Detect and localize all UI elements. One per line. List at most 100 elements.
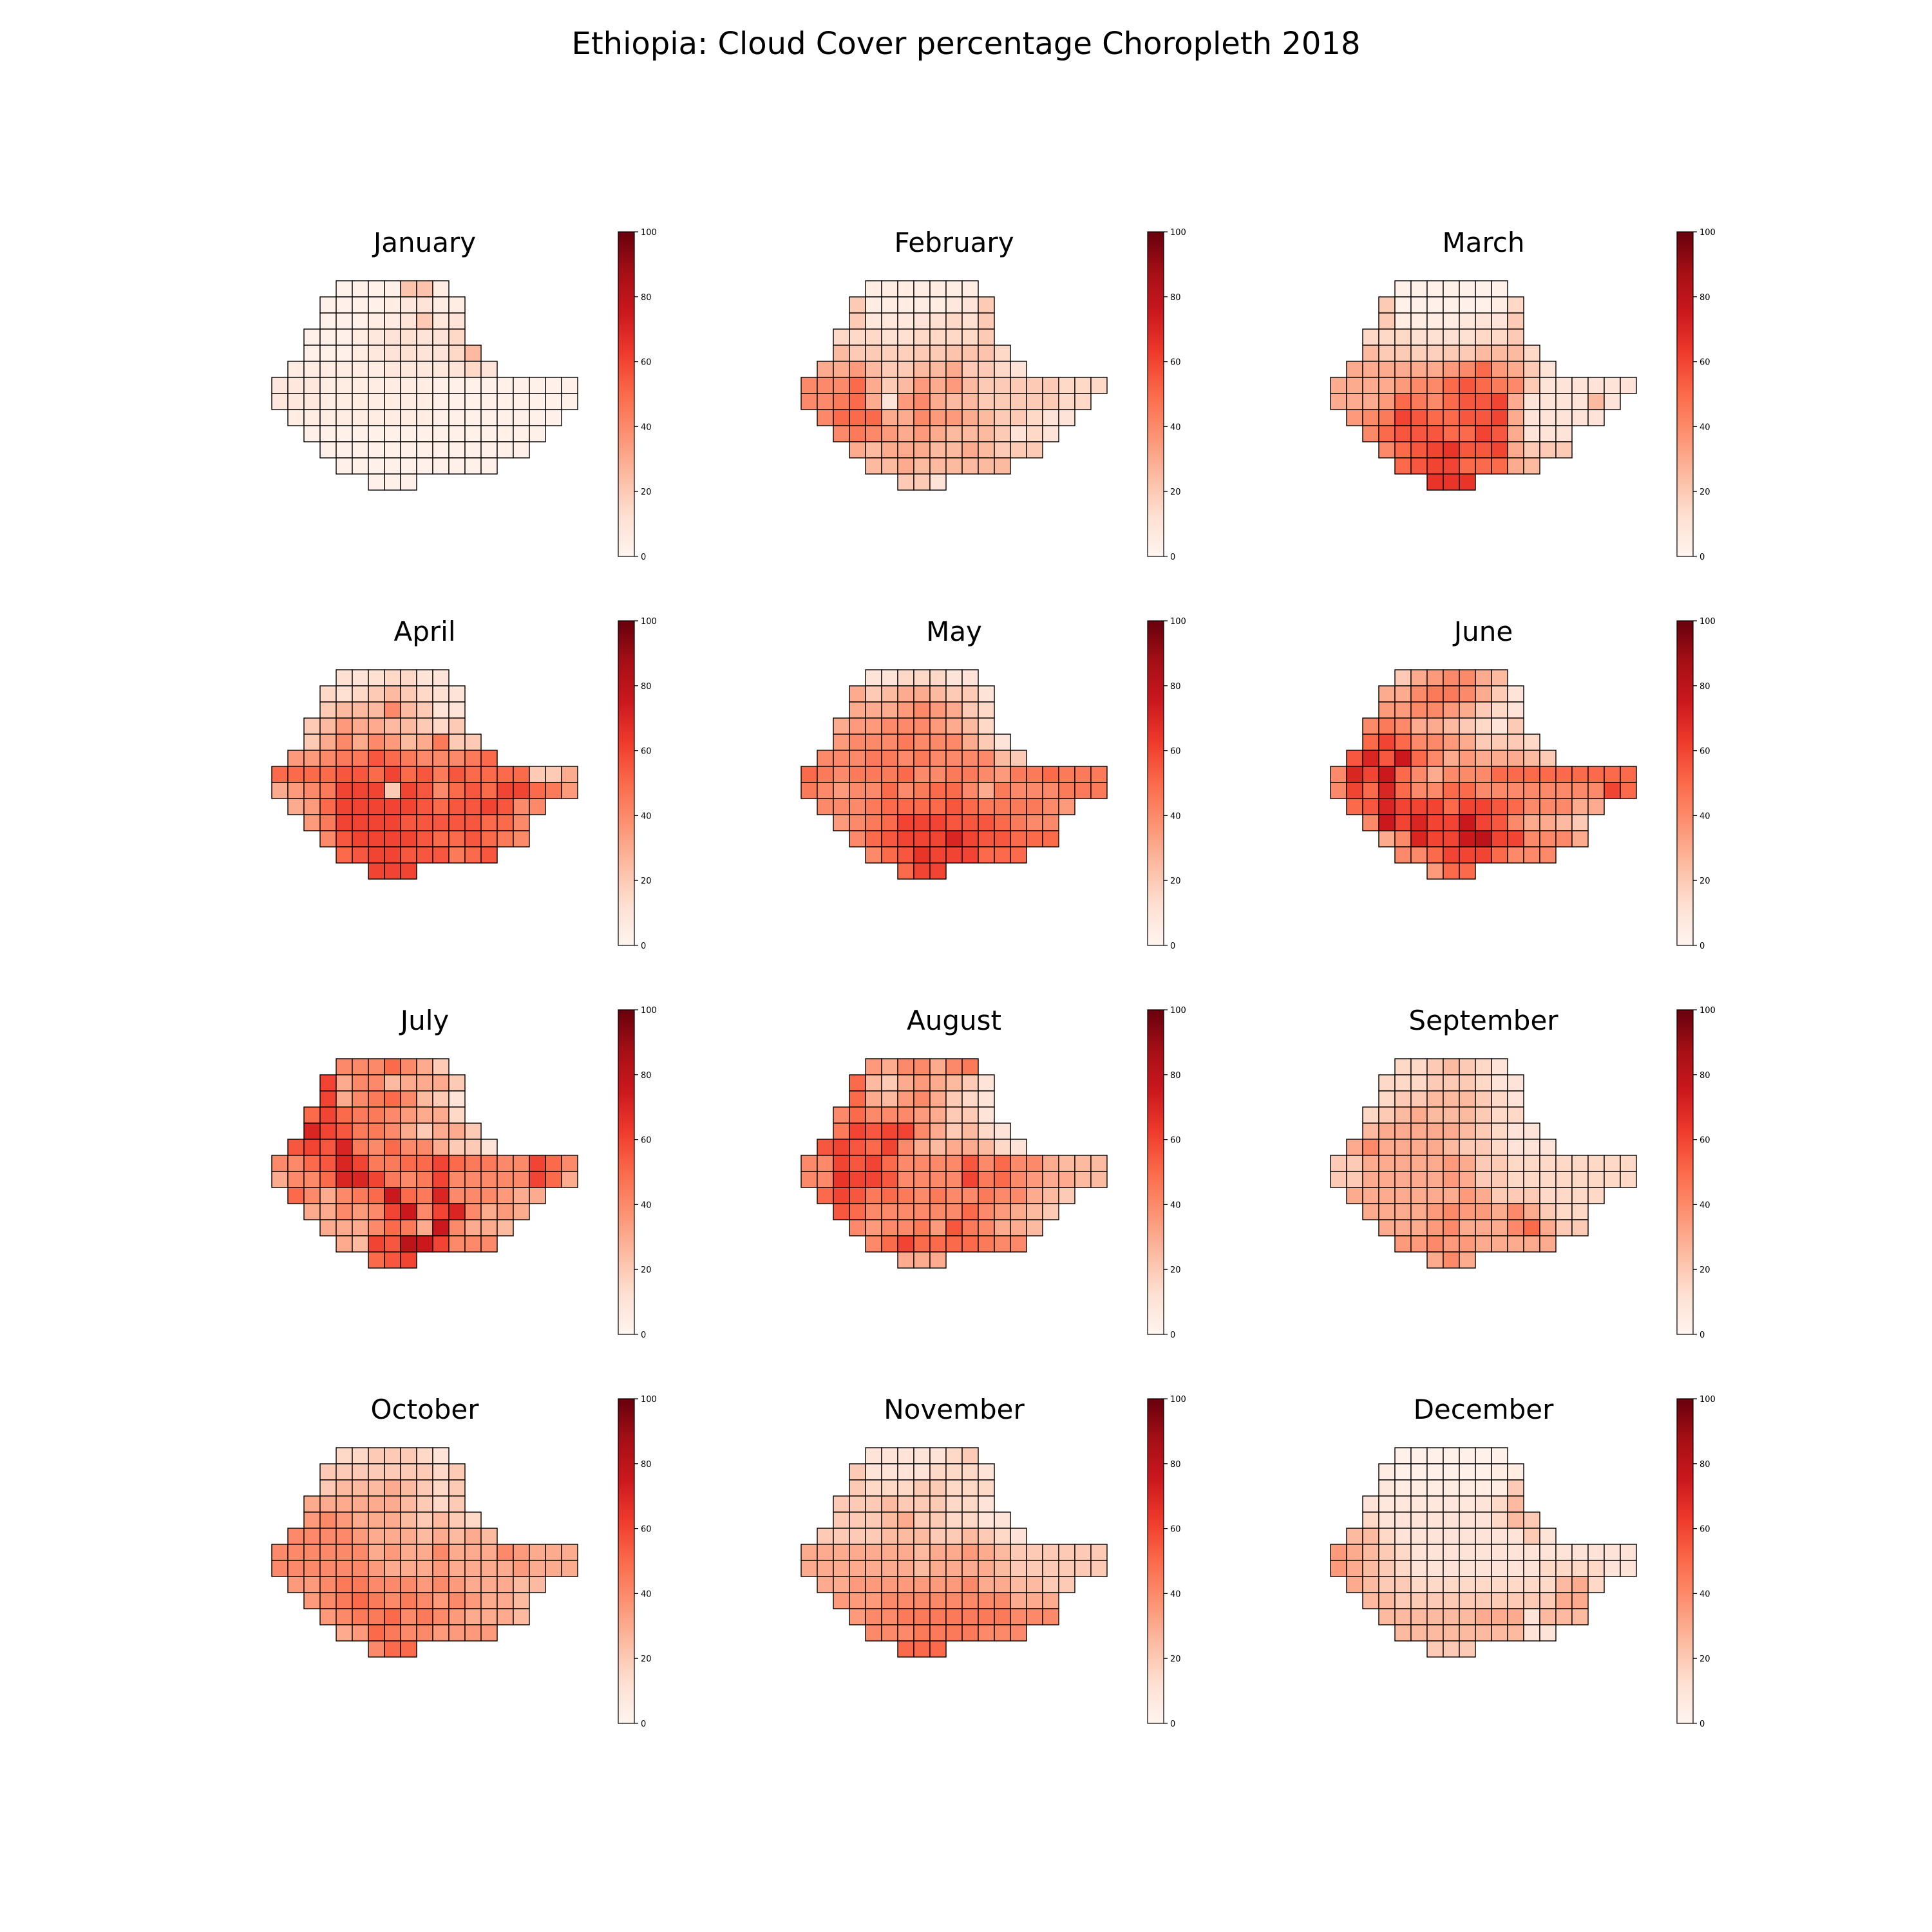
grid-cell xyxy=(881,425,898,442)
grid-cell xyxy=(400,1122,417,1140)
grid-cell xyxy=(432,1560,450,1577)
grid-cell xyxy=(1491,846,1508,864)
grid-cell xyxy=(1507,1479,1524,1497)
grid-cell xyxy=(800,1544,818,1561)
grid-cell xyxy=(1523,1155,1540,1172)
grid-cell xyxy=(352,425,369,442)
grid-cell xyxy=(368,1479,385,1497)
grid-cell xyxy=(448,1576,466,1593)
grid-cell xyxy=(1571,377,1589,394)
panel-title: February xyxy=(894,227,1014,258)
grid-cell xyxy=(271,1560,289,1577)
grid-cell xyxy=(400,441,417,459)
grid-cell xyxy=(1523,441,1540,459)
grid-cell xyxy=(929,1171,947,1188)
grid-cell xyxy=(913,1251,931,1269)
grid-cell xyxy=(1346,1528,1363,1545)
grid-cell xyxy=(400,701,417,719)
grid-cell xyxy=(1459,393,1476,410)
grid-cell xyxy=(1507,1139,1524,1156)
grid-cell xyxy=(432,1155,450,1172)
grid-cell xyxy=(271,782,289,799)
grid-cell xyxy=(561,377,578,394)
grid-cell xyxy=(1491,1495,1508,1513)
colorbar-tick-label: 0 xyxy=(1700,942,1705,951)
grid-cell xyxy=(1459,669,1476,687)
grid-cell xyxy=(1475,782,1492,799)
grid-cell xyxy=(336,782,353,799)
grid-cell xyxy=(287,798,305,815)
grid-cell xyxy=(929,1187,947,1204)
grid-cell xyxy=(1443,1528,1460,1545)
grid-cell xyxy=(497,1219,514,1236)
grid-cell xyxy=(1410,280,1428,298)
grid-cell xyxy=(961,361,979,378)
grid-cell xyxy=(1378,1511,1396,1529)
grid-cell xyxy=(1571,393,1589,410)
grid-cell xyxy=(945,685,963,703)
grid-cell xyxy=(480,782,498,799)
grid-cell xyxy=(336,846,353,864)
grid-cell xyxy=(849,409,866,426)
grid-cell xyxy=(945,361,963,378)
grid-cell xyxy=(865,441,882,459)
grid-cell xyxy=(978,1074,995,1092)
grid-cell xyxy=(1426,1106,1444,1124)
grid-cell xyxy=(529,1544,546,1561)
grid-cell xyxy=(432,425,450,442)
grid-cell xyxy=(319,1122,337,1140)
grid-cell xyxy=(881,1090,898,1108)
grid-cell xyxy=(1394,685,1412,703)
grid-cell xyxy=(961,1187,979,1204)
grid-cell xyxy=(464,1219,482,1236)
grid-cell xyxy=(1346,409,1363,426)
grid-cell xyxy=(1507,1624,1524,1642)
grid-cell xyxy=(1362,409,1379,426)
grid-cell xyxy=(978,1544,995,1561)
grid-cell xyxy=(961,685,979,703)
grid-cell xyxy=(865,1576,882,1593)
grid-cell xyxy=(529,766,546,783)
grid-cell xyxy=(817,1155,834,1172)
grid-cell xyxy=(1426,1624,1444,1642)
grid-cell xyxy=(978,830,995,848)
grid-cell xyxy=(336,1074,353,1092)
grid-cell xyxy=(1378,1592,1396,1609)
grid-cell xyxy=(1330,393,1347,410)
grid-cell xyxy=(1362,1139,1379,1156)
grid-cell xyxy=(1491,717,1508,735)
grid-cell xyxy=(849,1074,866,1092)
grid-cell xyxy=(352,377,369,394)
grid-cell xyxy=(1571,1560,1589,1577)
grid-cell xyxy=(287,1528,305,1545)
grid-cell xyxy=(945,734,963,751)
grid-cell xyxy=(1475,1074,1492,1092)
grid-cell xyxy=(945,1058,963,1075)
grid-cell xyxy=(464,1576,482,1593)
grid-cell xyxy=(1426,345,1444,362)
grid-cell xyxy=(303,1592,321,1609)
grid-cell xyxy=(400,1479,417,1497)
grid-cell xyxy=(448,701,466,719)
grid-cell xyxy=(849,766,866,783)
grid-cell xyxy=(561,1544,578,1561)
grid-cell xyxy=(1410,1495,1428,1513)
grid-cell xyxy=(448,1219,466,1236)
colorbar-tick-label: 0 xyxy=(641,1719,646,1729)
grid-cell xyxy=(881,280,898,298)
grid-cell xyxy=(1604,1560,1621,1577)
grid-cell xyxy=(529,393,546,410)
grid-cell xyxy=(978,393,995,410)
grid-cell xyxy=(1394,409,1412,426)
grid-cell xyxy=(929,361,947,378)
grid-cell xyxy=(1426,1640,1444,1658)
grid-cell xyxy=(945,1592,963,1609)
grid-cell xyxy=(1539,1624,1557,1642)
grid-cell xyxy=(384,798,401,815)
grid-cell xyxy=(545,377,562,394)
grid-cell xyxy=(384,1251,401,1269)
grid-cell xyxy=(1410,312,1428,330)
grid-cell xyxy=(849,782,866,799)
grid-cell xyxy=(945,701,963,719)
grid-cell xyxy=(1571,798,1589,815)
